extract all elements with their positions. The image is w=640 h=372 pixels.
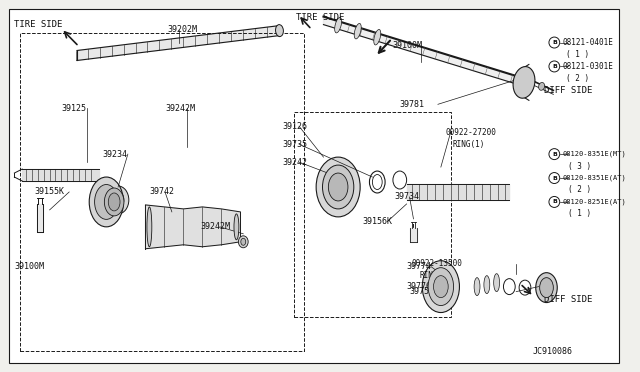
Text: TIRE SIDE: TIRE SIDE (296, 13, 344, 22)
Text: DIFF SIDE: DIFF SIDE (543, 86, 592, 95)
Text: 39234: 39234 (102, 150, 127, 158)
Text: 39100M: 39100M (14, 262, 44, 271)
Circle shape (549, 173, 560, 183)
Text: 39781: 39781 (400, 100, 425, 109)
Text: B: B (552, 40, 557, 45)
Ellipse shape (104, 188, 124, 216)
Text: ( 1 ): ( 1 ) (566, 50, 589, 59)
Text: 39202M: 39202M (167, 25, 197, 34)
Polygon shape (77, 26, 280, 61)
Ellipse shape (241, 238, 246, 245)
Text: 39100M: 39100M (392, 41, 422, 50)
Text: RING(1): RING(1) (452, 140, 485, 149)
Text: 39155K: 39155K (34, 187, 64, 196)
Text: B: B (552, 176, 557, 180)
Text: B: B (552, 199, 557, 205)
Polygon shape (323, 17, 524, 86)
Text: 00922-27200: 00922-27200 (445, 128, 497, 137)
Text: B: B (552, 64, 557, 69)
Ellipse shape (374, 29, 381, 45)
Circle shape (549, 37, 560, 48)
Text: ( 3 ): ( 3 ) (568, 161, 591, 171)
Ellipse shape (95, 185, 118, 219)
Polygon shape (410, 228, 417, 242)
Text: 39735: 39735 (282, 140, 307, 149)
Text: JC910086: JC910086 (533, 347, 573, 356)
Text: 39156K: 39156K (363, 217, 392, 227)
Text: 08121-0401E: 08121-0401E (562, 38, 613, 47)
Ellipse shape (112, 192, 124, 208)
Ellipse shape (513, 67, 535, 98)
Ellipse shape (115, 196, 121, 204)
Circle shape (549, 196, 560, 208)
Ellipse shape (335, 17, 342, 33)
Text: DIFF SIDE: DIFF SIDE (543, 295, 592, 304)
Ellipse shape (323, 165, 354, 209)
Ellipse shape (428, 268, 454, 305)
Ellipse shape (108, 186, 129, 214)
Text: TIRE SIDE: TIRE SIDE (14, 20, 63, 29)
Text: B: B (552, 152, 557, 157)
Ellipse shape (474, 278, 480, 296)
Ellipse shape (493, 274, 500, 292)
Ellipse shape (328, 173, 348, 201)
Circle shape (549, 149, 560, 160)
Text: 08120-8351E(AT): 08120-8351E(AT) (562, 175, 626, 181)
Text: 39742: 39742 (149, 187, 174, 196)
Ellipse shape (234, 214, 239, 240)
Text: 08120-8251E(AT): 08120-8251E(AT) (562, 199, 626, 205)
Text: ( 1 ): ( 1 ) (568, 209, 591, 218)
Ellipse shape (484, 276, 490, 294)
Ellipse shape (539, 83, 545, 90)
Polygon shape (406, 184, 509, 200)
Text: 39774: 39774 (406, 262, 431, 271)
Text: 08120-8351E(MT): 08120-8351E(MT) (562, 151, 626, 157)
Text: ( 2 ): ( 2 ) (566, 74, 589, 83)
Text: 08121-0301E: 08121-0301E (562, 62, 613, 71)
Ellipse shape (540, 278, 554, 298)
Ellipse shape (433, 276, 448, 298)
Text: 39776: 39776 (406, 282, 431, 291)
Ellipse shape (536, 273, 557, 302)
Ellipse shape (354, 23, 361, 39)
Polygon shape (145, 205, 241, 249)
Text: 39242: 39242 (282, 158, 307, 167)
Ellipse shape (316, 157, 360, 217)
Polygon shape (8, 9, 619, 363)
Ellipse shape (422, 261, 460, 312)
Ellipse shape (276, 25, 284, 36)
Ellipse shape (108, 193, 120, 211)
Polygon shape (37, 204, 43, 232)
Text: 00922-13500: 00922-13500 (412, 259, 462, 268)
Text: RING(1): RING(1) (419, 271, 452, 280)
Text: 39242M: 39242M (200, 222, 230, 231)
Text: ( 2 ): ( 2 ) (568, 186, 591, 195)
Polygon shape (22, 169, 99, 181)
Text: 39125: 39125 (61, 104, 86, 113)
Text: 39752: 39752 (410, 287, 435, 296)
Ellipse shape (89, 177, 124, 227)
Text: 39126: 39126 (282, 122, 307, 131)
Ellipse shape (238, 236, 248, 248)
Text: 39242M: 39242M (165, 104, 195, 113)
Text: 39734: 39734 (395, 192, 420, 202)
Circle shape (549, 61, 560, 72)
Ellipse shape (147, 207, 152, 247)
